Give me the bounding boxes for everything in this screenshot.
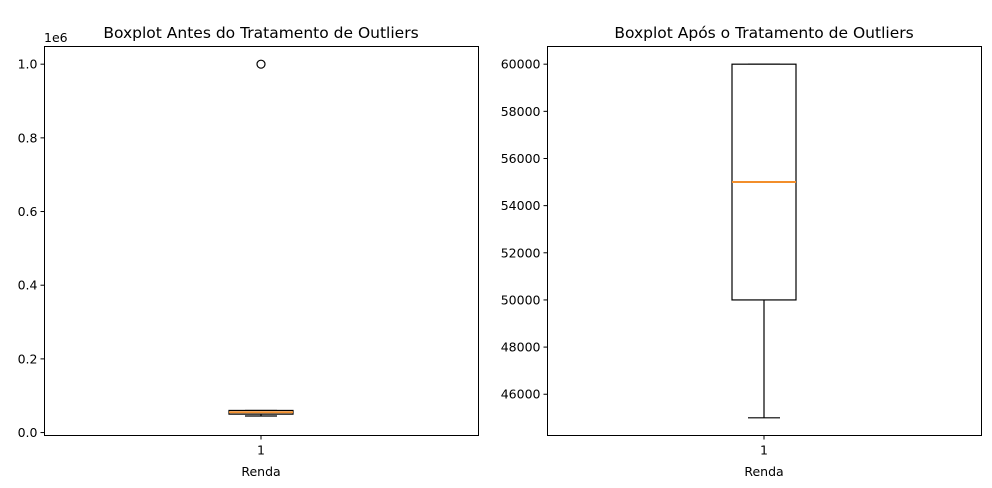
right-boxplot: Boxplot Após o Tratamento de Outliers Re… — [501, 24, 982, 479]
y-tick-label: 0.4 — [18, 278, 38, 293]
left-plot-frame — [44, 46, 479, 436]
right-y-ticks: 46000 48000 50000 52000 54000 56000 58000 60000 — [501, 57, 548, 402]
left-boxplot: Boxplot Antes do Tratamento de Outliers … — [18, 24, 479, 479]
y-tick-label: 0.0 — [18, 425, 38, 440]
left-box-elements — [228, 59, 294, 417]
y-tick-label: 58000 — [501, 104, 541, 119]
y-tick-label: 46000 — [501, 387, 541, 402]
x-tick-label: 1 — [257, 443, 265, 458]
y-tick-label: 54000 — [501, 198, 541, 213]
right-box-elements — [731, 63, 797, 419]
right-x-axis-label: Renda — [744, 464, 783, 479]
right-chart-title: Boxplot Após o Tratamento de Outliers — [614, 24, 913, 42]
outlier-point — [256, 59, 266, 69]
left-chart-title: Boxplot Antes do Tratamento de Outliers — [103, 24, 418, 42]
y-tick-label: 60000 — [501, 57, 541, 72]
left-y-ticks: 0.0 0.2 0.4 0.6 0.8 1.0 — [18, 57, 45, 440]
y-tick-label: 52000 — [501, 245, 541, 260]
y-tick-label: 0.8 — [18, 130, 38, 145]
y-tick-label: 48000 — [501, 340, 541, 355]
y-tick-label: 56000 — [501, 151, 541, 166]
y-tick-label: 50000 — [501, 292, 541, 307]
y-tick-label: 0.6 — [18, 204, 38, 219]
left-y-offset-label: 1e6 — [44, 30, 68, 45]
left-x-ticks: 1 — [257, 435, 265, 458]
y-tick-label: 1.0 — [18, 57, 38, 72]
right-x-ticks: 1 — [760, 435, 768, 458]
y-tick-label: 0.2 — [18, 351, 38, 366]
x-tick-label: 1 — [760, 443, 768, 458]
left-x-axis-label: Renda — [241, 464, 280, 479]
